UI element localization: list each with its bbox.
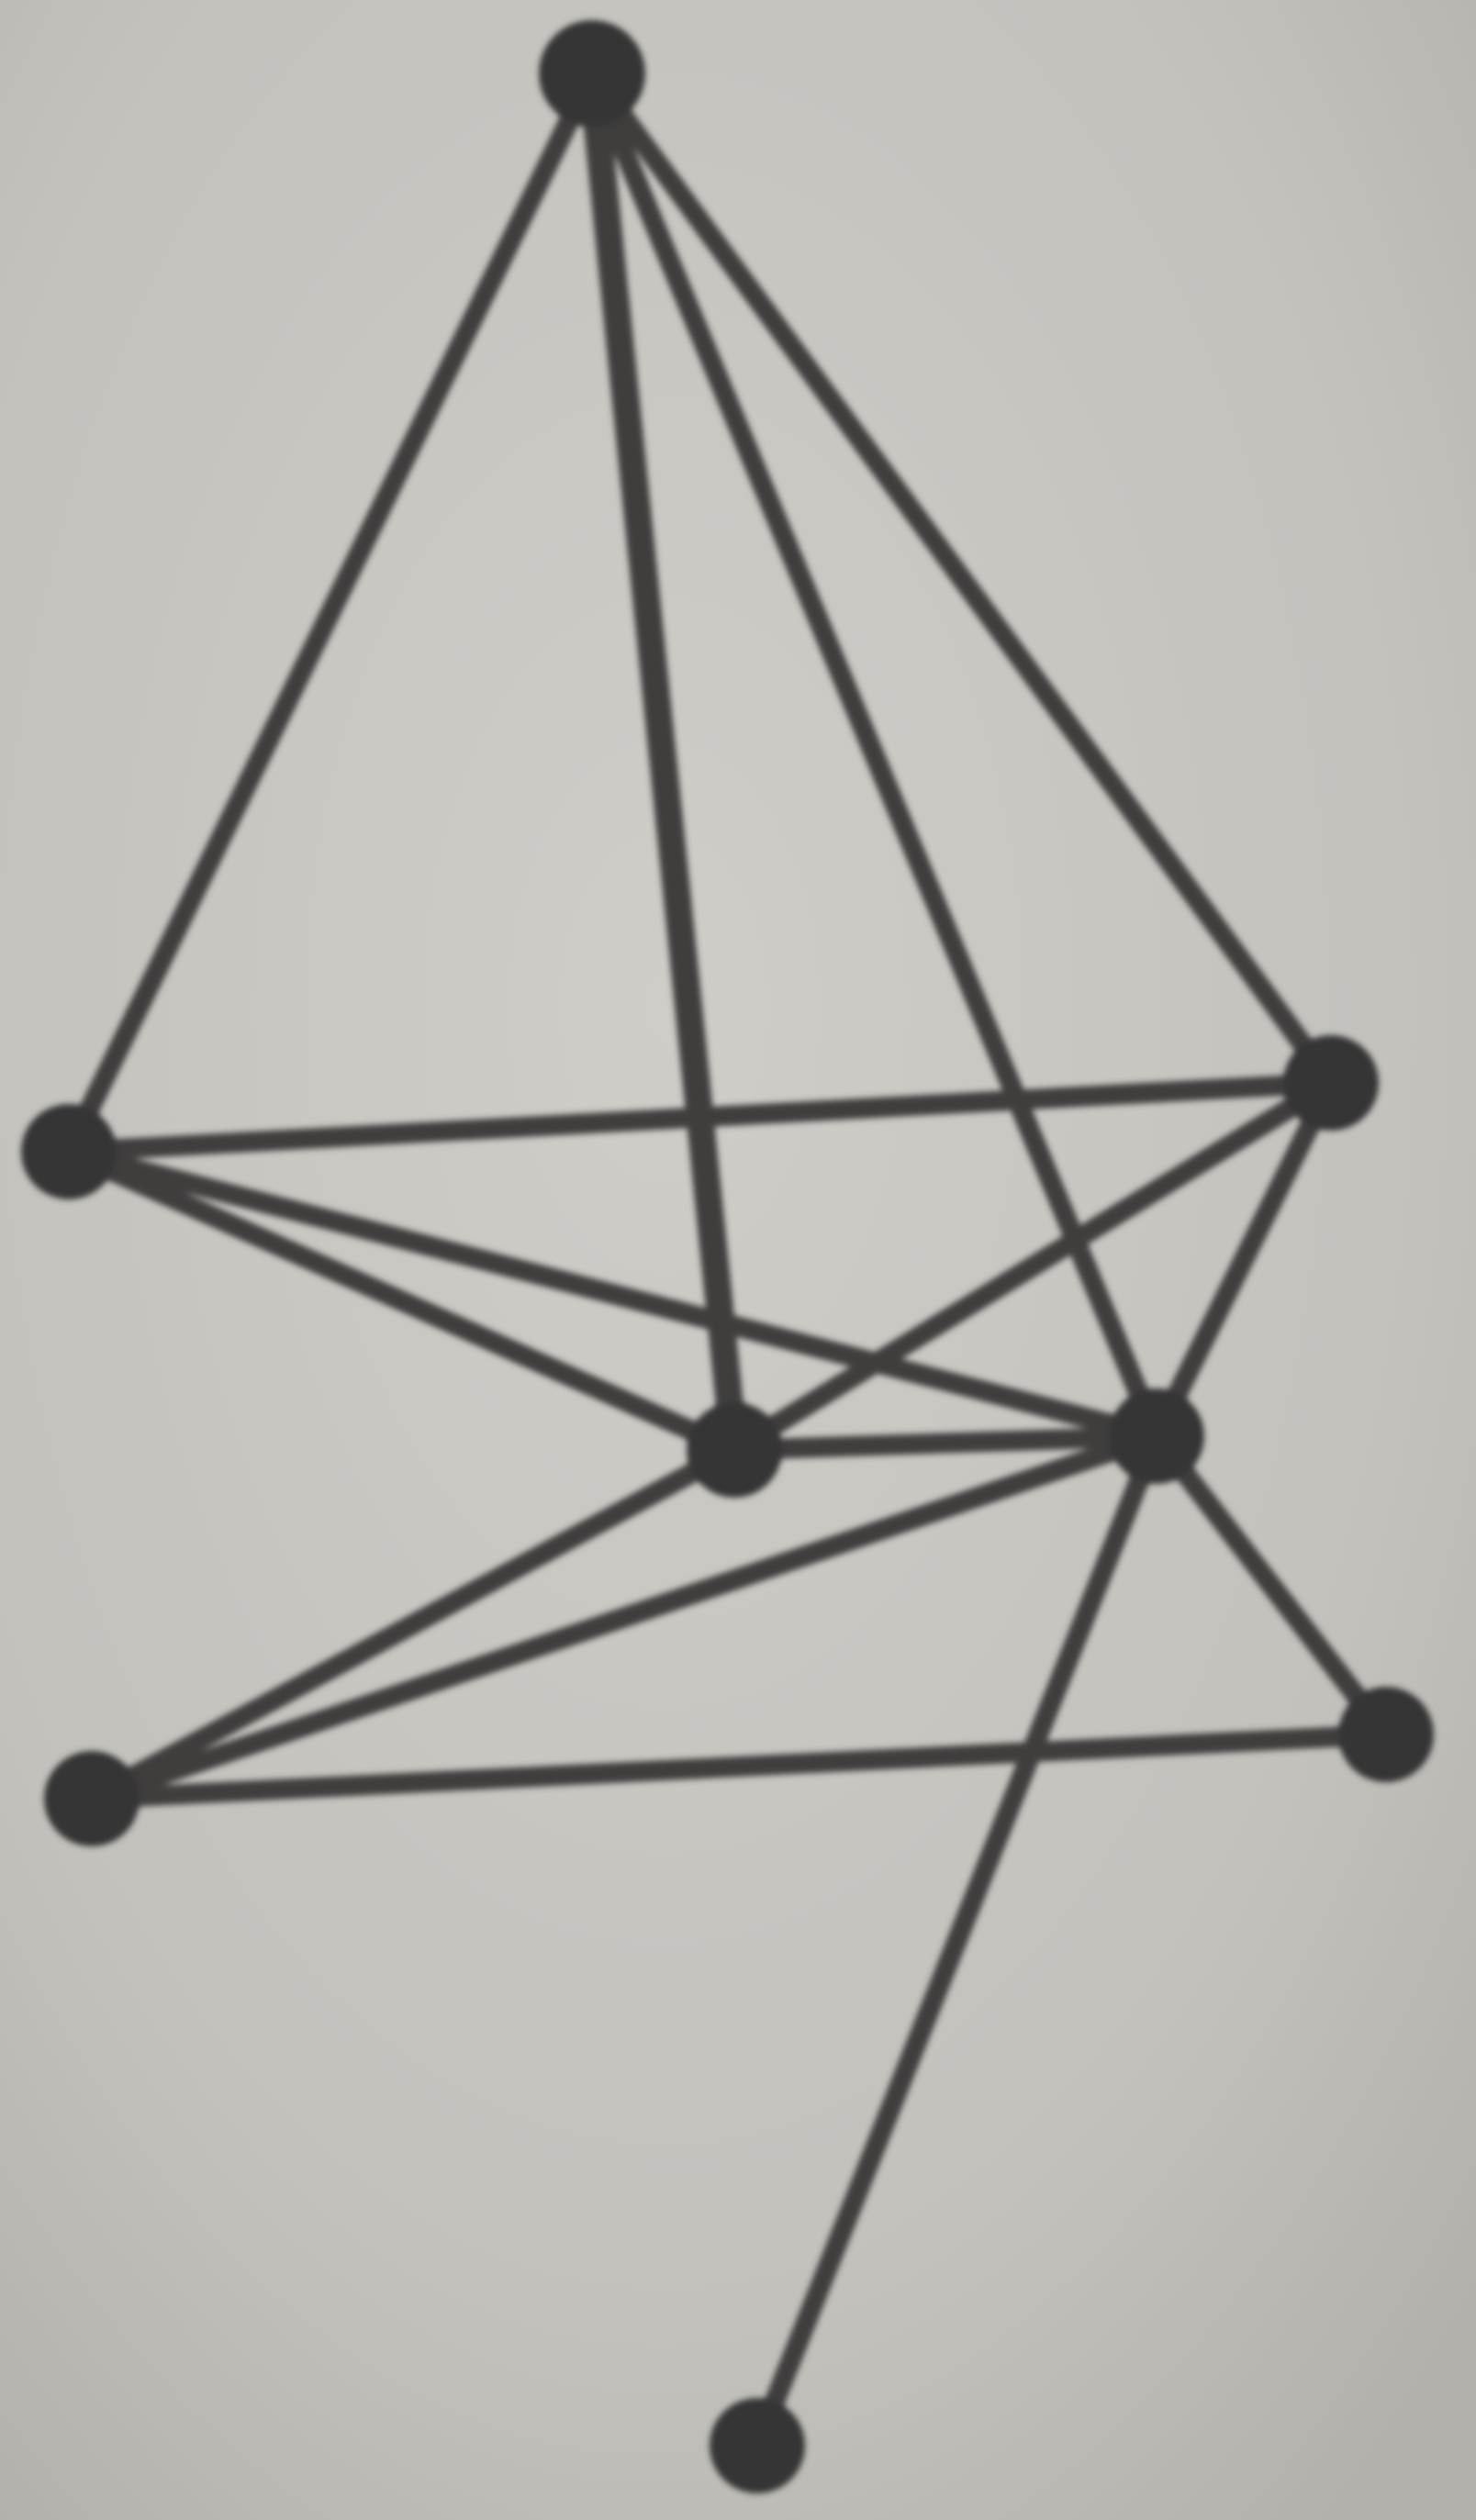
vertex-top <box>539 20 645 127</box>
edge-top-left <box>59 63 602 1162</box>
vertex-lower-right <box>1338 1687 1434 1782</box>
edge-center-mid-right <box>724 1426 1167 1460</box>
edge-mid-right-lower-left <box>82 1426 1167 1809</box>
vertex-center <box>687 1402 782 1498</box>
edge-center-lower-left <box>82 1440 744 1809</box>
edge-left-center <box>59 1142 744 1460</box>
edges <box>59 60 1396 2456</box>
vertex-bottom <box>710 2398 805 2493</box>
vertex-lower-left <box>44 1751 140 1846</box>
edge-top-mid-right <box>582 63 1167 1446</box>
edge-top-center <box>578 60 748 1464</box>
vertices <box>21 20 1434 2493</box>
vertex-left <box>21 1104 117 1199</box>
edge-right-mid-right <box>1146 1073 1341 1446</box>
edge-top-right <box>582 63 1341 1093</box>
vertex-right <box>1283 1035 1379 1131</box>
edge-lower-left-lower-right <box>82 1724 1396 1809</box>
edge-right-center <box>724 1073 1341 1460</box>
edge-left-mid-right <box>59 1142 1167 1446</box>
edge-mid-right-bottom <box>747 1426 1167 2456</box>
vertex-mid-right <box>1109 1388 1204 1484</box>
edge-left-right <box>59 1073 1341 1162</box>
edge-mid-right-lower-right <box>1146 1426 1396 1745</box>
